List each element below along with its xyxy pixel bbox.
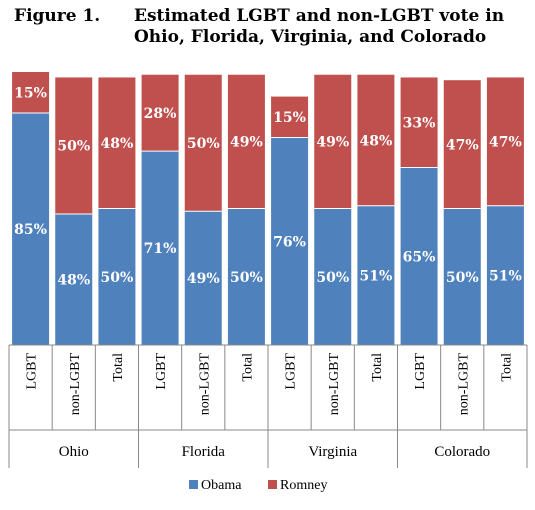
data-label-romney: 15% bbox=[273, 110, 306, 126]
bar-romney bbox=[314, 74, 352, 209]
bar-obama bbox=[271, 137, 309, 345]
bar-obama bbox=[98, 208, 136, 345]
category-label: LGBT bbox=[413, 353, 428, 390]
bar-romney bbox=[98, 77, 136, 209]
data-label-romney: 47% bbox=[489, 135, 522, 151]
category-label: LGBT bbox=[284, 353, 299, 390]
bar-romney bbox=[55, 77, 93, 214]
data-label-obama: 50% bbox=[230, 270, 263, 286]
bar-obama bbox=[141, 151, 179, 345]
bar-obama bbox=[184, 211, 222, 345]
bar-obama bbox=[12, 112, 50, 345]
legend-label-romney: Romney bbox=[280, 478, 327, 493]
bar-obama bbox=[400, 167, 438, 345]
group-label: Florida bbox=[182, 444, 226, 460]
category-label: Total bbox=[499, 353, 514, 382]
category-label: non-LGBT bbox=[327, 353, 342, 416]
data-label-obama: 49% bbox=[187, 271, 220, 287]
data-label-romney: 15% bbox=[14, 85, 47, 101]
group-label: Colorado bbox=[434, 444, 490, 460]
category-label: non-LGBT bbox=[68, 353, 83, 416]
bar-obama bbox=[227, 208, 265, 345]
data-label-obama: 51% bbox=[489, 268, 522, 284]
group-label: Virginia bbox=[308, 444, 357, 460]
bar-romney bbox=[12, 72, 50, 113]
bar-romney bbox=[271, 96, 309, 138]
legend-swatch-obama bbox=[189, 480, 198, 489]
data-label-romney: 47% bbox=[446, 137, 479, 153]
data-label-obama: 76% bbox=[273, 234, 306, 250]
legend-swatch-romney bbox=[268, 480, 277, 489]
bar-romney bbox=[357, 74, 395, 206]
bar-romney bbox=[227, 74, 265, 209]
group-label: Ohio bbox=[59, 444, 89, 460]
data-label-obama: 65% bbox=[403, 249, 436, 265]
data-label-obama: 48% bbox=[57, 272, 90, 288]
category-label: non-LGBT bbox=[197, 353, 212, 416]
figure-label: Figure 1. bbox=[14, 6, 101, 26]
category-label: Total bbox=[111, 353, 126, 382]
data-label-romney: 48% bbox=[101, 136, 134, 152]
data-label-romney: 50% bbox=[187, 136, 220, 152]
bar-obama bbox=[357, 205, 395, 345]
category-label: LGBT bbox=[154, 353, 169, 390]
bar-romney bbox=[400, 77, 438, 168]
chart-title: Estimated LGBT and non-LGBT vote in Ohio… bbox=[134, 6, 505, 47]
data-label-obama: 51% bbox=[360, 268, 393, 284]
bar-obama bbox=[314, 208, 352, 345]
legend-label-obama: Obama bbox=[201, 478, 242, 493]
data-label-obama: 85% bbox=[14, 222, 47, 238]
data-label-romney: 49% bbox=[316, 135, 349, 151]
data-label-obama: 50% bbox=[101, 270, 134, 286]
data-label-obama: 50% bbox=[446, 270, 479, 286]
category-label: LGBT bbox=[25, 353, 40, 390]
data-label-romney: 28% bbox=[144, 106, 177, 122]
data-label-romney: 49% bbox=[230, 135, 263, 151]
bar-romney bbox=[141, 74, 179, 152]
bar-romney bbox=[443, 80, 481, 209]
category-label: Total bbox=[240, 353, 255, 382]
data-label-obama: 71% bbox=[144, 241, 177, 257]
data-label-romney: 48% bbox=[360, 133, 393, 149]
data-label-romney: 50% bbox=[57, 139, 90, 155]
bar-obama bbox=[55, 213, 93, 345]
category-label: non-LGBT bbox=[456, 353, 471, 416]
bar-obama bbox=[443, 208, 481, 345]
data-label-romney: 33% bbox=[403, 116, 436, 132]
data-label-obama: 50% bbox=[316, 270, 349, 286]
category-label: Total bbox=[370, 353, 385, 382]
bar-obama bbox=[486, 205, 524, 345]
bar-romney bbox=[486, 77, 524, 206]
bar-romney bbox=[184, 74, 222, 212]
